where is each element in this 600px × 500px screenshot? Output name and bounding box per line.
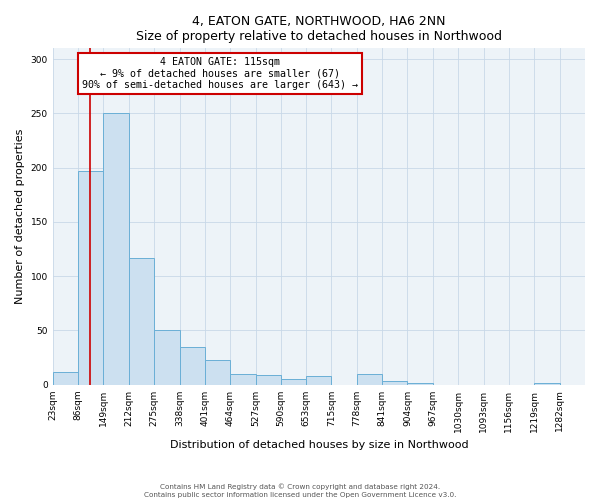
Bar bbox=[281, 380, 307, 384]
Bar bbox=[382, 382, 407, 384]
Bar bbox=[230, 374, 256, 384]
Bar bbox=[407, 382, 433, 384]
Bar bbox=[205, 360, 230, 384]
Bar bbox=[154, 330, 179, 384]
Bar bbox=[53, 372, 78, 384]
Bar bbox=[256, 375, 281, 384]
Bar bbox=[103, 114, 129, 384]
Bar bbox=[78, 171, 103, 384]
X-axis label: Distribution of detached houses by size in Northwood: Distribution of detached houses by size … bbox=[170, 440, 468, 450]
Y-axis label: Number of detached properties: Number of detached properties bbox=[15, 129, 25, 304]
Bar bbox=[534, 382, 560, 384]
Bar bbox=[307, 376, 331, 384]
Text: 4 EATON GATE: 115sqm
← 9% of detached houses are smaller (67)
90% of semi-detach: 4 EATON GATE: 115sqm ← 9% of detached ho… bbox=[82, 56, 358, 90]
Text: Contains HM Land Registry data © Crown copyright and database right 2024.
Contai: Contains HM Land Registry data © Crown c… bbox=[144, 484, 456, 498]
Bar bbox=[129, 258, 154, 384]
Bar bbox=[356, 374, 382, 384]
Bar bbox=[179, 346, 205, 385]
Title: 4, EATON GATE, NORTHWOOD, HA6 2NN
Size of property relative to detached houses i: 4, EATON GATE, NORTHWOOD, HA6 2NN Size o… bbox=[136, 15, 502, 43]
